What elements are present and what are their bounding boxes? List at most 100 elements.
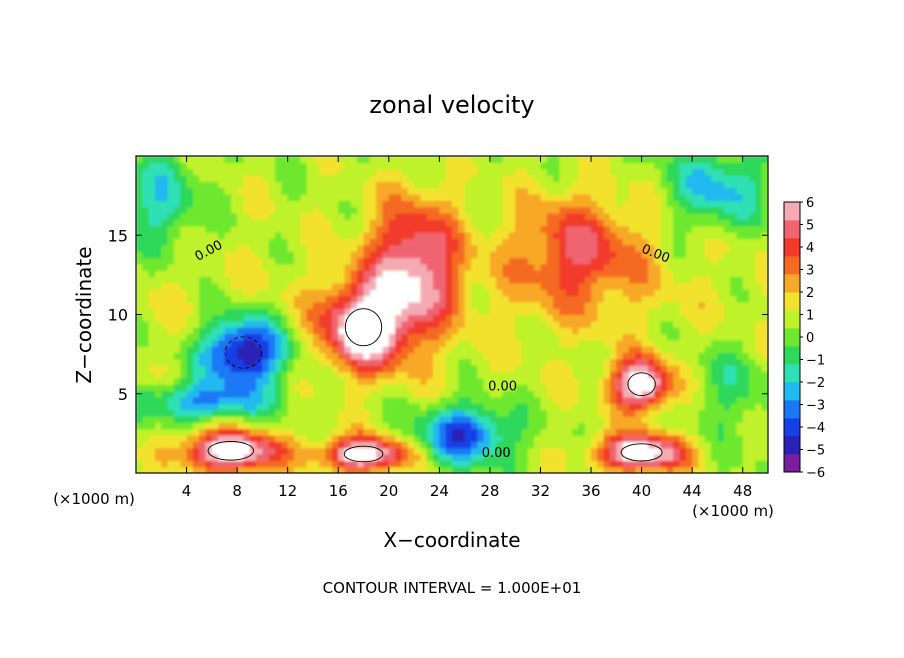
field-cell xyxy=(142,327,150,335)
field-cell xyxy=(319,377,327,385)
field-cell xyxy=(331,308,339,316)
field-cell xyxy=(319,415,327,423)
field-cell xyxy=(698,232,706,240)
field-cell xyxy=(559,289,567,297)
field-cell xyxy=(654,377,662,385)
field-cell xyxy=(344,428,352,436)
field-cell xyxy=(641,238,649,246)
field-cell xyxy=(205,428,213,436)
field-cell xyxy=(704,225,712,233)
field-cell xyxy=(565,314,573,322)
field-cell xyxy=(218,168,226,176)
field-cell xyxy=(268,422,276,430)
field-cell xyxy=(755,270,763,278)
field-cell xyxy=(306,270,314,278)
field-cell xyxy=(433,333,440,341)
field-cell xyxy=(357,466,365,473)
field-cell xyxy=(230,276,238,284)
field-cell xyxy=(287,434,295,442)
field-cell xyxy=(167,200,175,208)
field-cell xyxy=(211,384,219,392)
field-cell xyxy=(224,295,232,303)
field-cell xyxy=(262,308,270,316)
field-cell xyxy=(275,371,282,379)
field-cell xyxy=(312,194,320,201)
field-cell xyxy=(565,460,573,468)
field-cell xyxy=(148,327,156,335)
field-cell xyxy=(685,244,693,252)
field-cell xyxy=(237,358,245,366)
field-cell xyxy=(312,270,320,278)
field-cell xyxy=(401,314,409,322)
field-cell xyxy=(167,289,175,297)
field-cell xyxy=(167,434,175,442)
field-cell xyxy=(268,453,276,461)
field-cell xyxy=(414,263,421,271)
field-cell xyxy=(142,403,150,411)
field-cell xyxy=(161,194,169,201)
field-cell xyxy=(452,422,459,430)
field-cell xyxy=(407,371,415,379)
field-cell xyxy=(433,339,440,347)
field-cell xyxy=(388,403,396,411)
field-cell xyxy=(673,441,681,449)
field-cell xyxy=(647,415,655,423)
field-cell xyxy=(281,320,289,328)
field-cell xyxy=(142,187,150,195)
field-cell xyxy=(572,175,579,182)
field-cell xyxy=(483,447,491,455)
field-cell xyxy=(761,460,768,468)
field-cell xyxy=(508,422,516,430)
field-cell xyxy=(414,244,421,252)
field-cell xyxy=(401,466,409,473)
field-cell xyxy=(458,346,466,354)
field-cell xyxy=(414,251,421,259)
field-cell xyxy=(572,460,579,468)
field-cell xyxy=(363,301,371,309)
field-cell xyxy=(736,365,744,373)
field-cell xyxy=(401,251,409,259)
field-cell xyxy=(610,232,617,240)
field-cell xyxy=(211,314,219,322)
field-cell xyxy=(559,156,567,163)
field-cell xyxy=(508,282,516,290)
field-cell xyxy=(673,453,681,461)
field-cell xyxy=(294,181,301,189)
field-cell xyxy=(704,213,712,220)
field-cell xyxy=(262,244,270,252)
field-cell xyxy=(496,409,504,417)
field-cell xyxy=(546,441,554,449)
field-cell xyxy=(610,460,617,468)
field-cell xyxy=(357,434,365,442)
field-cell xyxy=(534,358,542,366)
field-cell xyxy=(211,263,219,271)
field-cell xyxy=(704,396,712,404)
field-cell xyxy=(616,390,624,398)
field-cell xyxy=(755,187,763,195)
field-cell xyxy=(761,428,768,436)
field-cell xyxy=(192,384,200,392)
field-cell xyxy=(534,333,542,341)
field-cell xyxy=(136,403,143,411)
field-cell xyxy=(559,276,567,284)
field-cell xyxy=(496,301,504,309)
field-cell xyxy=(211,156,219,163)
field-cell xyxy=(445,415,453,423)
field-cell xyxy=(395,276,403,284)
field-cell xyxy=(527,276,535,284)
field-cell xyxy=(704,403,712,411)
field-cell xyxy=(616,434,624,442)
field-cell xyxy=(388,333,396,341)
field-cell xyxy=(281,276,289,284)
field-cell xyxy=(325,282,333,290)
field-cell xyxy=(736,251,744,259)
field-cell xyxy=(464,441,472,449)
field-cell xyxy=(521,447,529,455)
field-cell xyxy=(167,206,175,214)
field-cell xyxy=(230,371,238,379)
field-cell xyxy=(300,422,308,430)
field-cell xyxy=(205,238,213,246)
field-cell xyxy=(654,339,662,347)
field-cell xyxy=(445,289,453,297)
field-cell xyxy=(312,238,320,246)
